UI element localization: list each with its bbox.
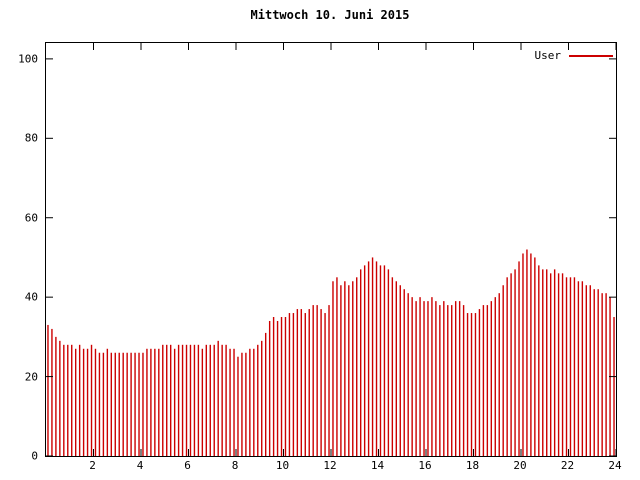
legend-label: User [534,49,562,62]
bars-layer [46,43,616,456]
y-tick-label: 80 [24,131,38,145]
x-tick-label: 22 [560,459,575,472]
x-tick-label: 18 [465,459,480,472]
chart-title: Mittwoch 10. Juni 2015 [250,8,410,22]
x-tick-label: 12 [323,459,337,472]
x-tick-label: 2 [89,459,96,472]
y-tick-label: 20 [24,370,38,384]
x-tick-label: 24 [608,459,622,472]
y-tick-label: 60 [24,211,38,225]
plot-area: User [45,42,617,457]
legend-line-sample [569,54,613,57]
x-tick-label: 6 [184,459,191,472]
y-tick-label: 100 [18,52,38,66]
legend: User [534,49,613,62]
x-tick-label: 14 [370,459,385,472]
x-tick-label: 8 [231,459,239,472]
y-tick-label: 40 [24,290,38,304]
x-tick-label: 10 [275,459,290,472]
y-tick-label: 0 [31,449,38,463]
x-tick-label: 16 [418,459,432,472]
x-tick-label: 4 [136,459,144,472]
x-tick-label: 20 [513,459,527,472]
